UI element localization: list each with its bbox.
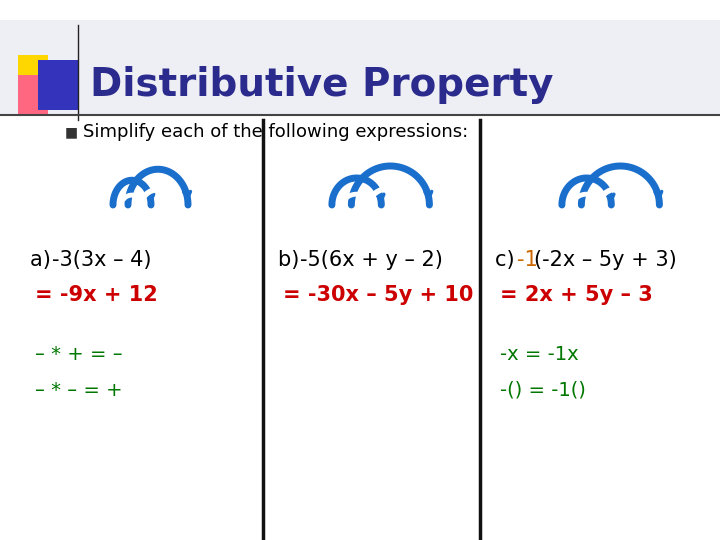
Text: = -30x – 5y + 10: = -30x – 5y + 10 bbox=[283, 285, 473, 305]
Text: = -9x + 12: = -9x + 12 bbox=[35, 285, 158, 305]
Text: b): b) bbox=[278, 250, 306, 270]
Text: c): c) bbox=[495, 250, 521, 270]
Text: -3(3x – 4): -3(3x – 4) bbox=[53, 250, 152, 270]
Text: ■: ■ bbox=[65, 125, 78, 139]
Text: -() = -1(): -() = -1() bbox=[500, 381, 586, 400]
Bar bbox=[18, 75, 48, 115]
Bar bbox=[0, 20, 720, 115]
Text: Simplify each of the following expressions:: Simplify each of the following expressio… bbox=[83, 123, 468, 141]
Text: (-2x – 5y + 3): (-2x – 5y + 3) bbox=[534, 250, 676, 270]
Bar bbox=[38, 60, 78, 110]
Text: – * – = +: – * – = + bbox=[35, 381, 122, 400]
Text: – * + = –: – * + = – bbox=[35, 346, 122, 365]
Text: Distributive Property: Distributive Property bbox=[90, 66, 554, 104]
Text: -1: -1 bbox=[518, 250, 539, 270]
Text: -5(6x + y – 2): -5(6x + y – 2) bbox=[300, 250, 444, 270]
Text: -x = -1x: -x = -1x bbox=[500, 346, 579, 365]
Text: = 2x + 5y – 3: = 2x + 5y – 3 bbox=[500, 285, 653, 305]
Text: a): a) bbox=[30, 250, 58, 270]
Bar bbox=[18, 55, 48, 90]
